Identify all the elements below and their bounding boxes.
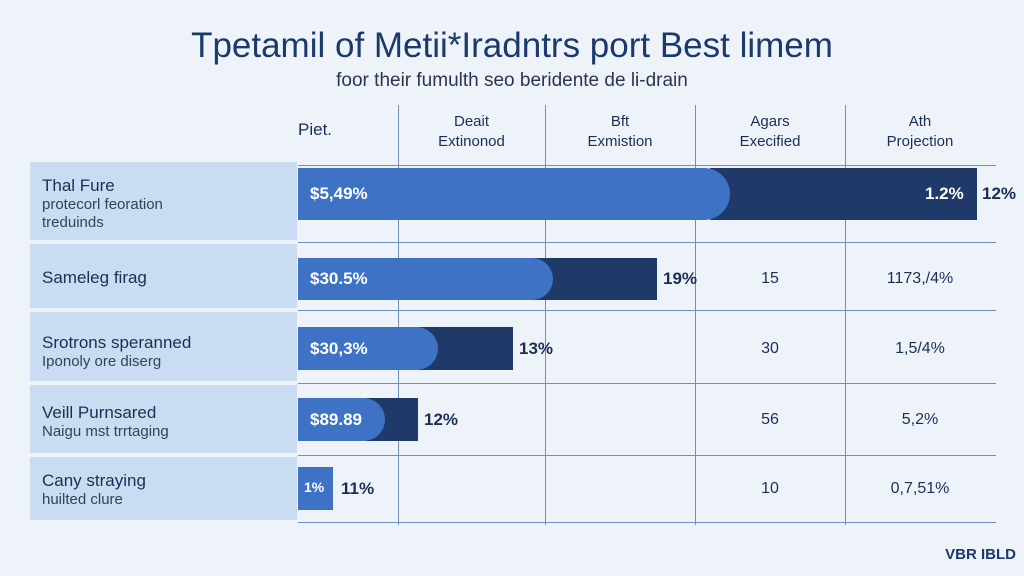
bar <box>298 467 333 510</box>
grid-line <box>298 383 996 384</box>
bar-label: 1% <box>304 478 325 495</box>
column-header: Deait Extinonod <box>438 113 505 150</box>
grid-line <box>298 522 996 523</box>
cell: 0,7,51% <box>890 479 950 497</box>
subtitle: foor their fumulth seo beridente de li-d… <box>336 70 688 91</box>
cell: 5,2% <box>901 410 939 428</box>
row-label: Thal Fure <box>42 176 115 195</box>
grid-line <box>298 242 996 243</box>
outside-label: 11% <box>341 478 375 498</box>
row-sublabel: protecorl feoration treduinds <box>42 196 163 231</box>
bar <box>298 327 438 370</box>
row-label: Veill Purnsared <box>42 403 157 422</box>
cell: 10 <box>761 479 779 497</box>
cell: 1173,/4% <box>886 270 954 287</box>
grid-line <box>298 455 996 456</box>
outside-label: 19% <box>663 269 698 288</box>
bar-label: $30,3% <box>310 338 368 358</box>
title: Tpetamil of Metii*Iradntrs port Best lim… <box>191 26 833 65</box>
row-label: Sameleg firag <box>42 268 147 287</box>
grid-line <box>398 105 399 525</box>
logo: VBR IBLD <box>945 546 1016 563</box>
outside-label: 12% <box>982 184 1017 203</box>
grid-line <box>845 105 846 525</box>
column-header: Agars Execified <box>739 113 801 150</box>
grid-line <box>298 165 996 166</box>
bar <box>298 168 730 220</box>
cell: 15 <box>761 270 779 287</box>
bar-label: $30.5% <box>310 269 368 288</box>
bar <box>298 258 553 300</box>
row-panel <box>30 385 297 453</box>
bar-dark <box>710 168 977 220</box>
row-panel <box>30 162 297 240</box>
row-panel <box>30 244 297 308</box>
bar-label: $89.89 <box>310 409 362 429</box>
outside-label: 12% <box>424 409 459 429</box>
row-label: Cany straying <box>42 471 146 490</box>
row-sublabel: Iponoly ore diserg <box>42 353 162 370</box>
grid-line <box>695 105 696 525</box>
cell: 1,5/4% <box>895 339 945 357</box>
column-header: Ath Projection <box>886 113 954 150</box>
column-header: Bft Exmistion <box>587 113 653 150</box>
outside-label: 13% <box>519 338 554 358</box>
cell: 56 <box>761 410 779 428</box>
row-sublabel: huilted clure <box>42 491 123 508</box>
bar-label: $5,49% <box>310 184 368 203</box>
row-panel <box>30 457 297 520</box>
row-panel <box>30 312 297 381</box>
grid-line <box>298 310 996 311</box>
bar-label: 1.2% <box>925 184 964 203</box>
bar <box>298 398 385 441</box>
column-header: Piet. <box>298 120 333 139</box>
bar-dark <box>533 258 657 300</box>
row-sublabel: Naigu mst trrtaging <box>42 423 169 440</box>
grid-line <box>545 105 546 525</box>
cell: 30 <box>761 339 779 357</box>
row-label: Srotrons speranned <box>42 333 192 352</box>
